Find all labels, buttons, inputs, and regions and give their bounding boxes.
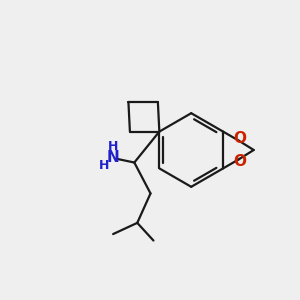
Text: O: O bbox=[234, 131, 247, 146]
Text: N: N bbox=[107, 150, 119, 165]
Text: O: O bbox=[234, 154, 247, 169]
Text: H: H bbox=[108, 140, 118, 152]
Text: H: H bbox=[98, 159, 109, 172]
